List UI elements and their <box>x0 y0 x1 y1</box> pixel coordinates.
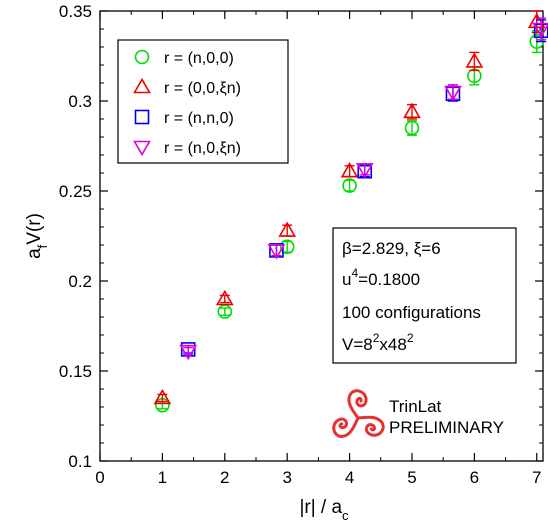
data-point <box>532 22 548 39</box>
y-tick-label: 0.35 <box>59 2 92 21</box>
x-axis-title: |r| / ac <box>299 497 349 523</box>
legend-marker <box>133 77 151 94</box>
data-point <box>215 289 234 306</box>
data-point <box>403 102 421 119</box>
volume-b: x48 <box>379 335 406 354</box>
x-tick-label: 6 <box>470 468 479 487</box>
legend-label: r = (n,n,0) <box>164 110 234 127</box>
trinlat-logo: TrinLat PRELIMINARY <box>332 389 504 438</box>
u4-exponent: 4 <box>351 266 358 280</box>
triskelion-spiral <box>356 415 385 437</box>
y-tick-label: 0.25 <box>59 182 92 201</box>
x-tick-label: 7 <box>532 468 541 487</box>
legend-label: r = (n,0,0) <box>164 50 234 67</box>
legend-marker <box>134 49 150 65</box>
x-axis-title-main: |r| / a <box>299 497 342 518</box>
volume-exp2: 2 <box>407 331 414 345</box>
data-point <box>179 344 198 361</box>
y-tick-label: 0.1 <box>68 452 92 471</box>
x-tick-label: 2 <box>220 468 229 487</box>
data-point <box>342 178 357 193</box>
u4-base: u <box>342 270 351 289</box>
parameters-line-beta-xi: β=2.829, ξ=6 <box>342 239 441 258</box>
data-point <box>279 239 295 255</box>
data-markers <box>153 10 548 413</box>
data-point <box>404 120 420 136</box>
legend-label: r = (0,0,ξn) <box>164 80 241 97</box>
data-point <box>153 388 172 405</box>
y-tick-label: 0.3 <box>68 92 92 111</box>
data-point <box>444 85 462 102</box>
triskelion-arm <box>356 415 385 437</box>
series-1 <box>153 10 546 405</box>
axis-ticks <box>99 10 543 462</box>
data-point <box>355 163 374 179</box>
x-axis-title-sub: c <box>342 508 349 523</box>
x-tick-label: 3 <box>282 468 291 487</box>
logo-preliminary: PRELIMINARY <box>389 418 504 437</box>
y-tick-label: 0.2 <box>68 272 92 291</box>
parameters-box: β=2.829, ξ=6 u4=0.1800 100 configuration… <box>332 227 517 364</box>
series-3 <box>179 17 548 361</box>
data-point <box>267 244 286 260</box>
x-tick-label: 0 <box>95 468 104 487</box>
triskelion-arm <box>332 416 360 438</box>
data-point <box>465 52 484 68</box>
legend-label: r = (n,0,ξn) <box>164 140 241 157</box>
volume-exp1: 2 <box>373 331 380 345</box>
parameters-line-volume: V=82x482 <box>342 331 414 354</box>
triskelion-icon <box>332 389 385 438</box>
x-tick-label: 4 <box>345 468 354 487</box>
y-axis-title: afV(r) <box>24 213 50 259</box>
legend-marker <box>133 140 151 157</box>
y-tick-label: 0.15 <box>59 362 92 381</box>
logo-title: TrinLat <box>389 397 442 416</box>
parameters-line-configurations: 100 configurations <box>342 303 481 322</box>
y-axis-title-sub: f <box>35 244 50 248</box>
legend-marker <box>134 109 150 125</box>
plot-frame <box>99 10 544 462</box>
parameters-box-frame <box>332 227 517 364</box>
triskelion-arm <box>347 389 368 420</box>
data-point <box>340 162 359 178</box>
y-axis-title-tail: V(r) <box>24 213 45 245</box>
legend: r = (n,0,0) r = (0,0,ξn) r = (n,n,0) r = (n… <box>117 39 289 164</box>
plot-area-frame <box>99 10 544 462</box>
u4-value: =0.1800 <box>358 270 420 289</box>
tick-labels: 0 1 2 3 4 5 6 7 0.1 0.15 0.2 0.25 0.3 0.35 <box>59 2 542 487</box>
volume-a: V=8 <box>342 335 373 354</box>
data-point <box>180 342 196 357</box>
x-tick-label: 5 <box>407 468 416 487</box>
parameters-line-u4: u4=0.1800 <box>342 266 420 289</box>
data-point <box>278 221 297 237</box>
legend-box <box>117 39 289 164</box>
y-axis-title-main: a <box>24 248 45 259</box>
triskelion-spiral <box>332 416 360 438</box>
triskelion-spiral <box>347 389 368 420</box>
x-tick-label: 1 <box>158 468 167 487</box>
